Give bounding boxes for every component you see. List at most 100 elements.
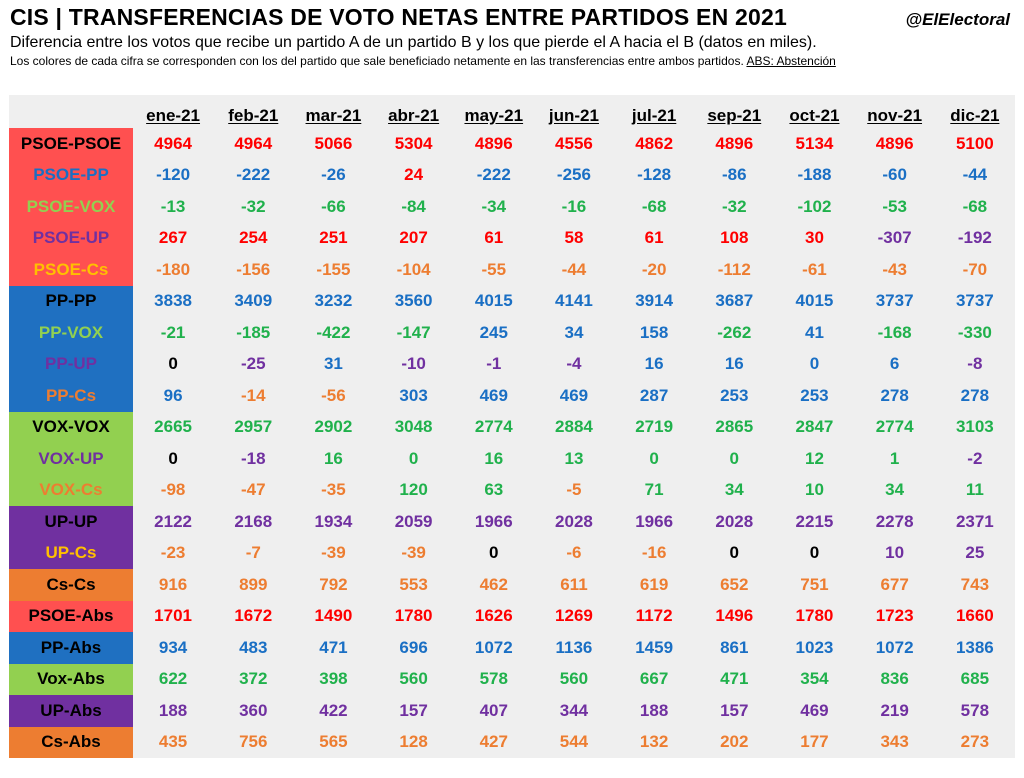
value-cell: 12: [774, 443, 855, 475]
value-cell: -104: [373, 254, 454, 286]
chart-note: Los colores de cada cifra se corresponde…: [10, 54, 1014, 68]
value-cell: 1269: [533, 600, 615, 632]
value-cell: 132: [614, 726, 695, 758]
value-cell: 251: [293, 222, 374, 254]
value-cell: 1626: [453, 600, 534, 632]
value-cell: -26: [293, 159, 374, 191]
value-cell: -66: [293, 191, 374, 223]
value-cell: 2122: [133, 506, 214, 538]
value-cell: 207: [373, 222, 454, 254]
value-cell: 1459: [614, 632, 695, 664]
value-cell: 177: [774, 726, 855, 758]
value-cell: 71: [614, 474, 695, 506]
value-cell: 24: [373, 159, 454, 191]
value-cell: 25: [934, 537, 1015, 569]
value-cell: 2371: [934, 506, 1015, 538]
value-cell: -10: [373, 348, 454, 380]
value-cell: 2884: [533, 411, 615, 443]
table-row: PSOE-VOX -13 -32 -66 -84 -34 -16 -68 -32 -102 -53-…: [9, 191, 1015, 223]
value-cell: 667: [614, 663, 695, 695]
table-row: PP-Abs 934 483 471 696 1072 1136 1459 861 1023 107…: [9, 632, 1015, 664]
row-label: PP-UP: [9, 348, 133, 380]
value-cell: 422: [293, 695, 374, 727]
value-cell: 899: [213, 569, 294, 601]
value-cell: -98: [133, 474, 214, 506]
value-cell: 41: [774, 317, 855, 349]
value-cell: 2865: [694, 411, 775, 443]
column-header-label: oct-21: [789, 106, 840, 125]
value-cell: 2028: [533, 506, 615, 538]
value-cell: -8: [934, 348, 1015, 380]
chart-subtitle: Diferencia entre los votos que recibe un…: [10, 34, 817, 51]
value-cell: 544: [533, 726, 615, 758]
value-cell: 4896: [694, 128, 775, 160]
header-row: ene-21 feb-21 mar-21 abr-21 may-21 jun-21 jul-…: [9, 95, 1015, 128]
value-cell: 34: [533, 317, 615, 349]
value-cell: 861: [694, 632, 775, 664]
value-cell: 253: [694, 380, 775, 412]
table-row: PP-VOX -21 -185 -422 -147 245 34 158 -262 41 -168-…: [9, 317, 1015, 349]
value-cell: -55: [453, 254, 534, 286]
value-cell: 578: [453, 663, 534, 695]
value-cell: 1934: [293, 506, 374, 538]
row-label: PSOE-PP: [9, 159, 133, 191]
value-cell: 0: [133, 348, 214, 380]
value-cell: 792: [293, 569, 374, 601]
value-cell: 4964: [133, 128, 214, 160]
value-cell: -47: [213, 474, 294, 506]
value-cell: 34: [694, 474, 775, 506]
value-cell: -156: [213, 254, 294, 286]
table-row: VOX-Cs -98 -47 -35 120 63 -5 71 34 10 34 11: [9, 474, 1015, 506]
column-header: ene-21: [133, 95, 214, 128]
table-body: PSOE-PSOE 4964 4964 5066 5304 4896 4556 4862 489…: [9, 128, 1015, 758]
abs-legend: ABS: Abstención: [746, 54, 836, 68]
table-row: UP-Abs 188 360 422 157 407 344 188 157 469 219 578: [9, 695, 1015, 727]
value-cell: 696: [373, 632, 454, 664]
value-cell: -70: [934, 254, 1015, 286]
value-cell: -68: [614, 191, 695, 223]
table-row: VOX-UP 0 -18 16 0 16 13 0 0 12 1 -2: [9, 443, 1015, 475]
value-cell: 0: [694, 443, 775, 475]
value-cell: 120: [373, 474, 454, 506]
column-header: oct-21: [774, 95, 855, 128]
value-cell: 611: [533, 569, 615, 601]
value-cell: 0: [694, 537, 775, 569]
value-cell: 96: [133, 380, 214, 412]
value-cell: -13: [133, 191, 214, 223]
value-cell: 4015: [453, 285, 534, 317]
value-cell: 622: [133, 663, 214, 695]
table-row: UP-UP 2122 2168 1934 2059 1966 2028 1966 2028 221…: [9, 506, 1015, 538]
value-cell: 619: [614, 569, 695, 601]
value-cell: 1072: [453, 632, 534, 664]
value-cell: 677: [854, 569, 935, 601]
table-row: PSOE-Cs -180 -156 -155 -104 -55 -44 -20 -112 -61-…: [9, 254, 1015, 286]
value-cell: -5: [533, 474, 615, 506]
value-cell: 469: [533, 380, 615, 412]
row-label: PP-PP: [9, 285, 133, 317]
value-cell: -307: [854, 222, 935, 254]
value-cell: 836: [854, 663, 935, 695]
value-cell: 934: [133, 632, 214, 664]
row-label: UP-UP: [9, 506, 133, 538]
column-header: nov-21: [854, 95, 935, 128]
value-cell: 1966: [453, 506, 534, 538]
value-cell: -262: [694, 317, 775, 349]
value-cell: 652: [694, 569, 775, 601]
value-cell: 469: [774, 695, 855, 727]
value-cell: -21: [133, 317, 214, 349]
value-cell: 743: [934, 569, 1015, 601]
value-cell: -39: [293, 537, 374, 569]
table-row: PSOE-UP 267 254 251 207 61 58 61 108 30 -307 -192: [9, 222, 1015, 254]
value-cell: 158: [614, 317, 695, 349]
row-label: PP-Abs: [9, 632, 133, 664]
value-cell: -7: [213, 537, 294, 569]
value-cell: -18: [213, 443, 294, 475]
value-cell: 3409: [213, 285, 294, 317]
value-cell: -185: [213, 317, 294, 349]
value-cell: -86: [694, 159, 775, 191]
column-header: feb-21: [213, 95, 294, 128]
value-cell: 5100: [934, 128, 1015, 160]
column-header: jul-21: [614, 95, 695, 128]
value-cell: -16: [614, 537, 695, 569]
table-row: VOX-VOX 2665 2957 2902 3048 2774 2884 2719 2865 2…: [9, 411, 1015, 443]
